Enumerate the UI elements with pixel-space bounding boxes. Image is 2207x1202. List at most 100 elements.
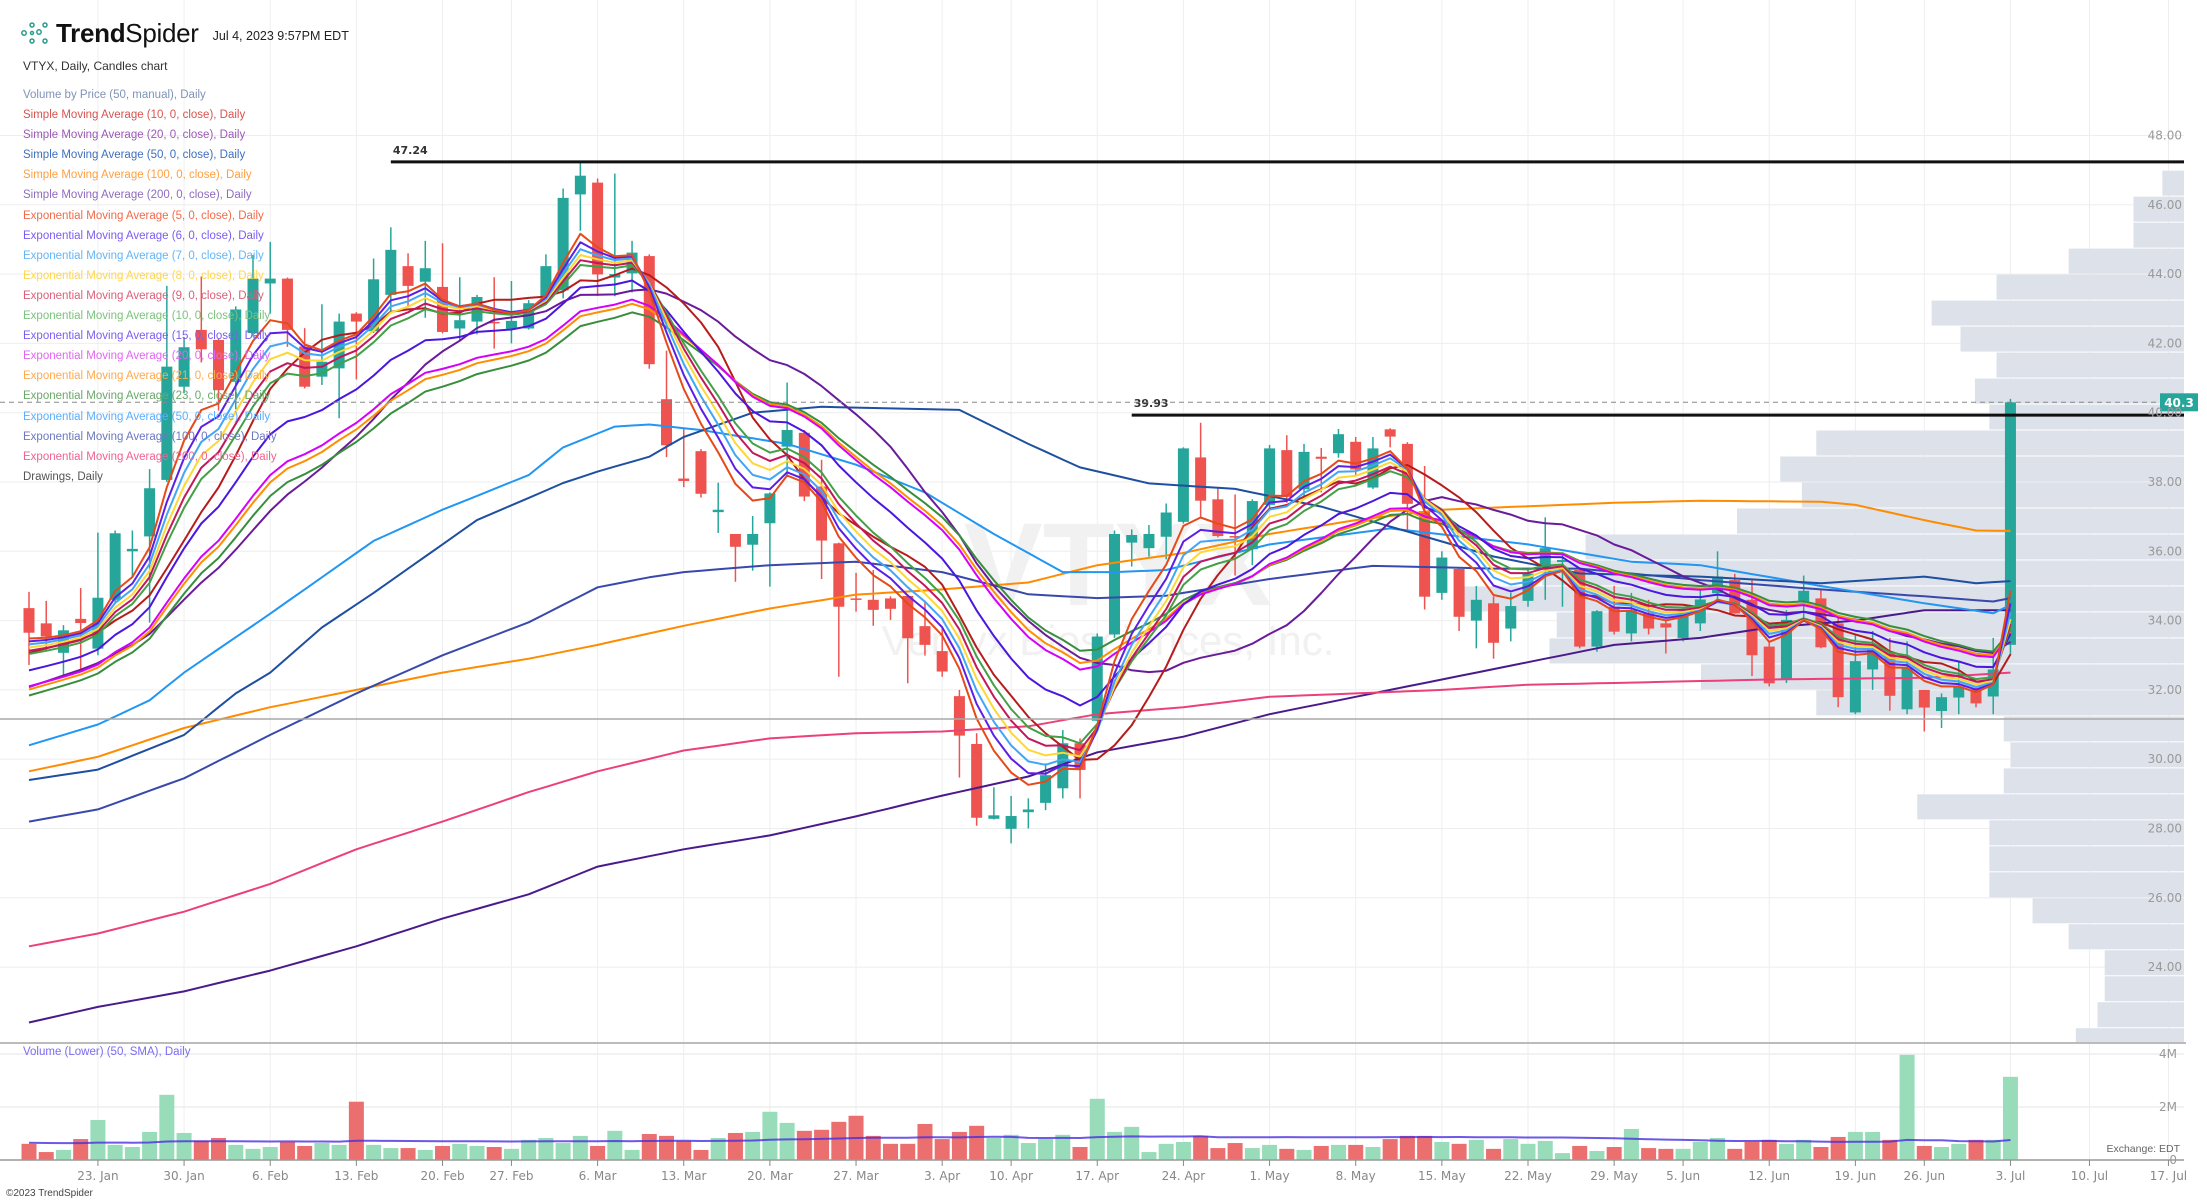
candle[interactable]: [385, 227, 397, 314]
candle[interactable]: [1350, 436, 1362, 476]
candle[interactable]: [1332, 428, 1344, 458]
candle-body: [333, 321, 345, 369]
candle[interactable]: [178, 337, 190, 394]
candle[interactable]: [661, 350, 673, 458]
legend-item-simple-moving-average-20[interactable]: Simple Moving Average (20, 0, close), Da…: [23, 129, 246, 142]
candle[interactable]: [1918, 689, 1930, 732]
ema-23-line: [28, 311, 2012, 697]
candle[interactable]: [126, 530, 138, 578]
legend-item-simple-moving-average-200[interactable]: Simple Moving Average (200, 0, close), D…: [23, 189, 252, 202]
candle[interactable]: [281, 277, 293, 347]
candle[interactable]: [1832, 617, 1844, 708]
candle[interactable]: [1005, 795, 1017, 844]
volume-by-price-bar: [1931, 300, 2184, 326]
candle[interactable]: [850, 572, 862, 612]
legend-item-simple-moving-average-50[interactable]: Simple Moving Average (50, 0, close), Da…: [23, 149, 246, 162]
candle[interactable]: [1091, 633, 1103, 722]
candle[interactable]: [419, 240, 431, 318]
candle[interactable]: [833, 542, 845, 677]
candle[interactable]: [1264, 444, 1276, 510]
candle[interactable]: [1298, 443, 1310, 500]
candle[interactable]: [1419, 466, 1431, 610]
candle[interactable]: [316, 304, 328, 385]
legend-item-exponential-moving-average-20[interactable]: Exponential Moving Average (20, 0, close…: [23, 350, 271, 363]
candle[interactable]: [437, 243, 449, 334]
volume-bar: [1382, 1139, 1398, 1160]
candle[interactable]: [988, 787, 1000, 820]
candle[interactable]: [971, 733, 983, 826]
volume-by-price-bar: [1816, 430, 2184, 456]
candle[interactable]: [1625, 592, 1637, 642]
candle[interactable]: [953, 689, 965, 778]
candle[interactable]: [1212, 487, 1224, 538]
candle[interactable]: [57, 625, 69, 676]
volume-bar: [1520, 1143, 1536, 1160]
legend-item-volume-by-price[interactable]: Volume by Price (50, manual), Daily: [23, 89, 206, 101]
legend-item-exponential-moving-average-6[interactable]: Exponential Moving Average (6, 0, close)…: [23, 229, 264, 242]
candle[interactable]: [1281, 435, 1293, 503]
candle[interactable]: [1384, 428, 1396, 448]
candle[interactable]: [695, 449, 707, 498]
candle[interactable]: [1591, 610, 1603, 652]
legend-item-exponential-moving-average-100[interactable]: Exponential Moving Average (100, 0, clos…: [23, 430, 277, 443]
candle[interactable]: [1936, 693, 1948, 729]
candle-body: [953, 696, 965, 736]
candle[interactable]: [747, 515, 759, 571]
volume-bar: [1537, 1140, 1553, 1160]
candle[interactable]: [247, 255, 259, 337]
candle[interactable]: [161, 285, 173, 482]
candle[interactable]: [333, 313, 345, 419]
candle[interactable]: [1867, 630, 1879, 690]
candle[interactable]: [1160, 503, 1172, 560]
legend-item-exponential-moving-average-200[interactable]: Exponential Moving Average (200, 0, clos…: [23, 450, 277, 463]
volume-bar: [21, 1143, 37, 1160]
candle[interactable]: [1505, 592, 1517, 642]
legend-item-simple-moving-average-100[interactable]: Simple Moving Average (100, 0, close), D…: [23, 169, 252, 182]
legend-item-exponential-moving-average-5[interactable]: Exponential Moving Average (5, 0, close)…: [23, 209, 264, 222]
legend-item-exponential-moving-average-15[interactable]: Exponential Moving Average (15, 0, close…: [23, 330, 271, 343]
candle[interactable]: [1143, 524, 1155, 557]
candle[interactable]: [1488, 596, 1500, 659]
candle[interactable]: [574, 161, 586, 231]
candle[interactable]: [712, 482, 724, 533]
volume-by-price-bar: [1996, 274, 2184, 300]
candle[interactable]: [299, 328, 311, 389]
candle[interactable]: [798, 430, 810, 502]
candle[interactable]: [609, 173, 621, 297]
legend-item-exponential-moving-average-21[interactable]: Exponential Moving Average (21, 0, close…: [23, 370, 271, 383]
candle[interactable]: [729, 533, 741, 582]
candle[interactable]: [1108, 530, 1120, 638]
candle[interactable]: [402, 253, 414, 307]
candle[interactable]: [1884, 637, 1896, 711]
legend-item-exponential-moving-average-23[interactable]: Exponential Moving Average (23, 0, close…: [23, 390, 271, 403]
candle[interactable]: [764, 492, 776, 587]
candle[interactable]: [1436, 551, 1448, 600]
legend-item-exponential-moving-average-8[interactable]: Exponential Moving Average (8, 0, close)…: [23, 269, 264, 282]
candle[interactable]: [902, 594, 914, 684]
candle[interactable]: [1367, 436, 1379, 489]
candle[interactable]: [1453, 568, 1465, 631]
legend-item-exponential-moving-average-10[interactable]: Exponential Moving Average (10, 0, close…: [23, 310, 271, 323]
volume-bar: [1572, 1145, 1588, 1160]
candle[interactable]: [867, 570, 879, 626]
candle[interactable]: [1470, 585, 1482, 649]
volume-indicator-label[interactable]: Volume (Lower) (50, SMA), Daily: [23, 1046, 191, 1058]
candle[interactable]: [1660, 620, 1672, 654]
candle[interactable]: [1195, 422, 1207, 517]
legend-item-simple-moving-average-10[interactable]: Simple Moving Average (10, 0, close), Da…: [23, 109, 246, 122]
candle[interactable]: [1229, 494, 1241, 576]
legend-item-exponential-moving-average-7[interactable]: Exponential Moving Average (7, 0, close)…: [23, 249, 264, 262]
legend-item-exponential-moving-average-50[interactable]: Exponential Moving Average (50, 0, close…: [23, 410, 271, 423]
candle[interactable]: [592, 178, 604, 296]
legend-item-exponential-moving-average-9[interactable]: Exponential Moving Average (9, 0, close)…: [23, 289, 264, 302]
legend-item-drawings[interactable]: Drawings, Daily: [23, 470, 103, 483]
candle[interactable]: [195, 276, 207, 363]
candle[interactable]: [1022, 798, 1034, 829]
candle[interactable]: [264, 241, 276, 314]
candle[interactable]: [230, 306, 242, 410]
candle[interactable]: [213, 338, 225, 411]
candle[interactable]: [885, 596, 896, 620]
candle[interactable]: [1401, 442, 1413, 531]
candle[interactable]: [1849, 634, 1861, 715]
